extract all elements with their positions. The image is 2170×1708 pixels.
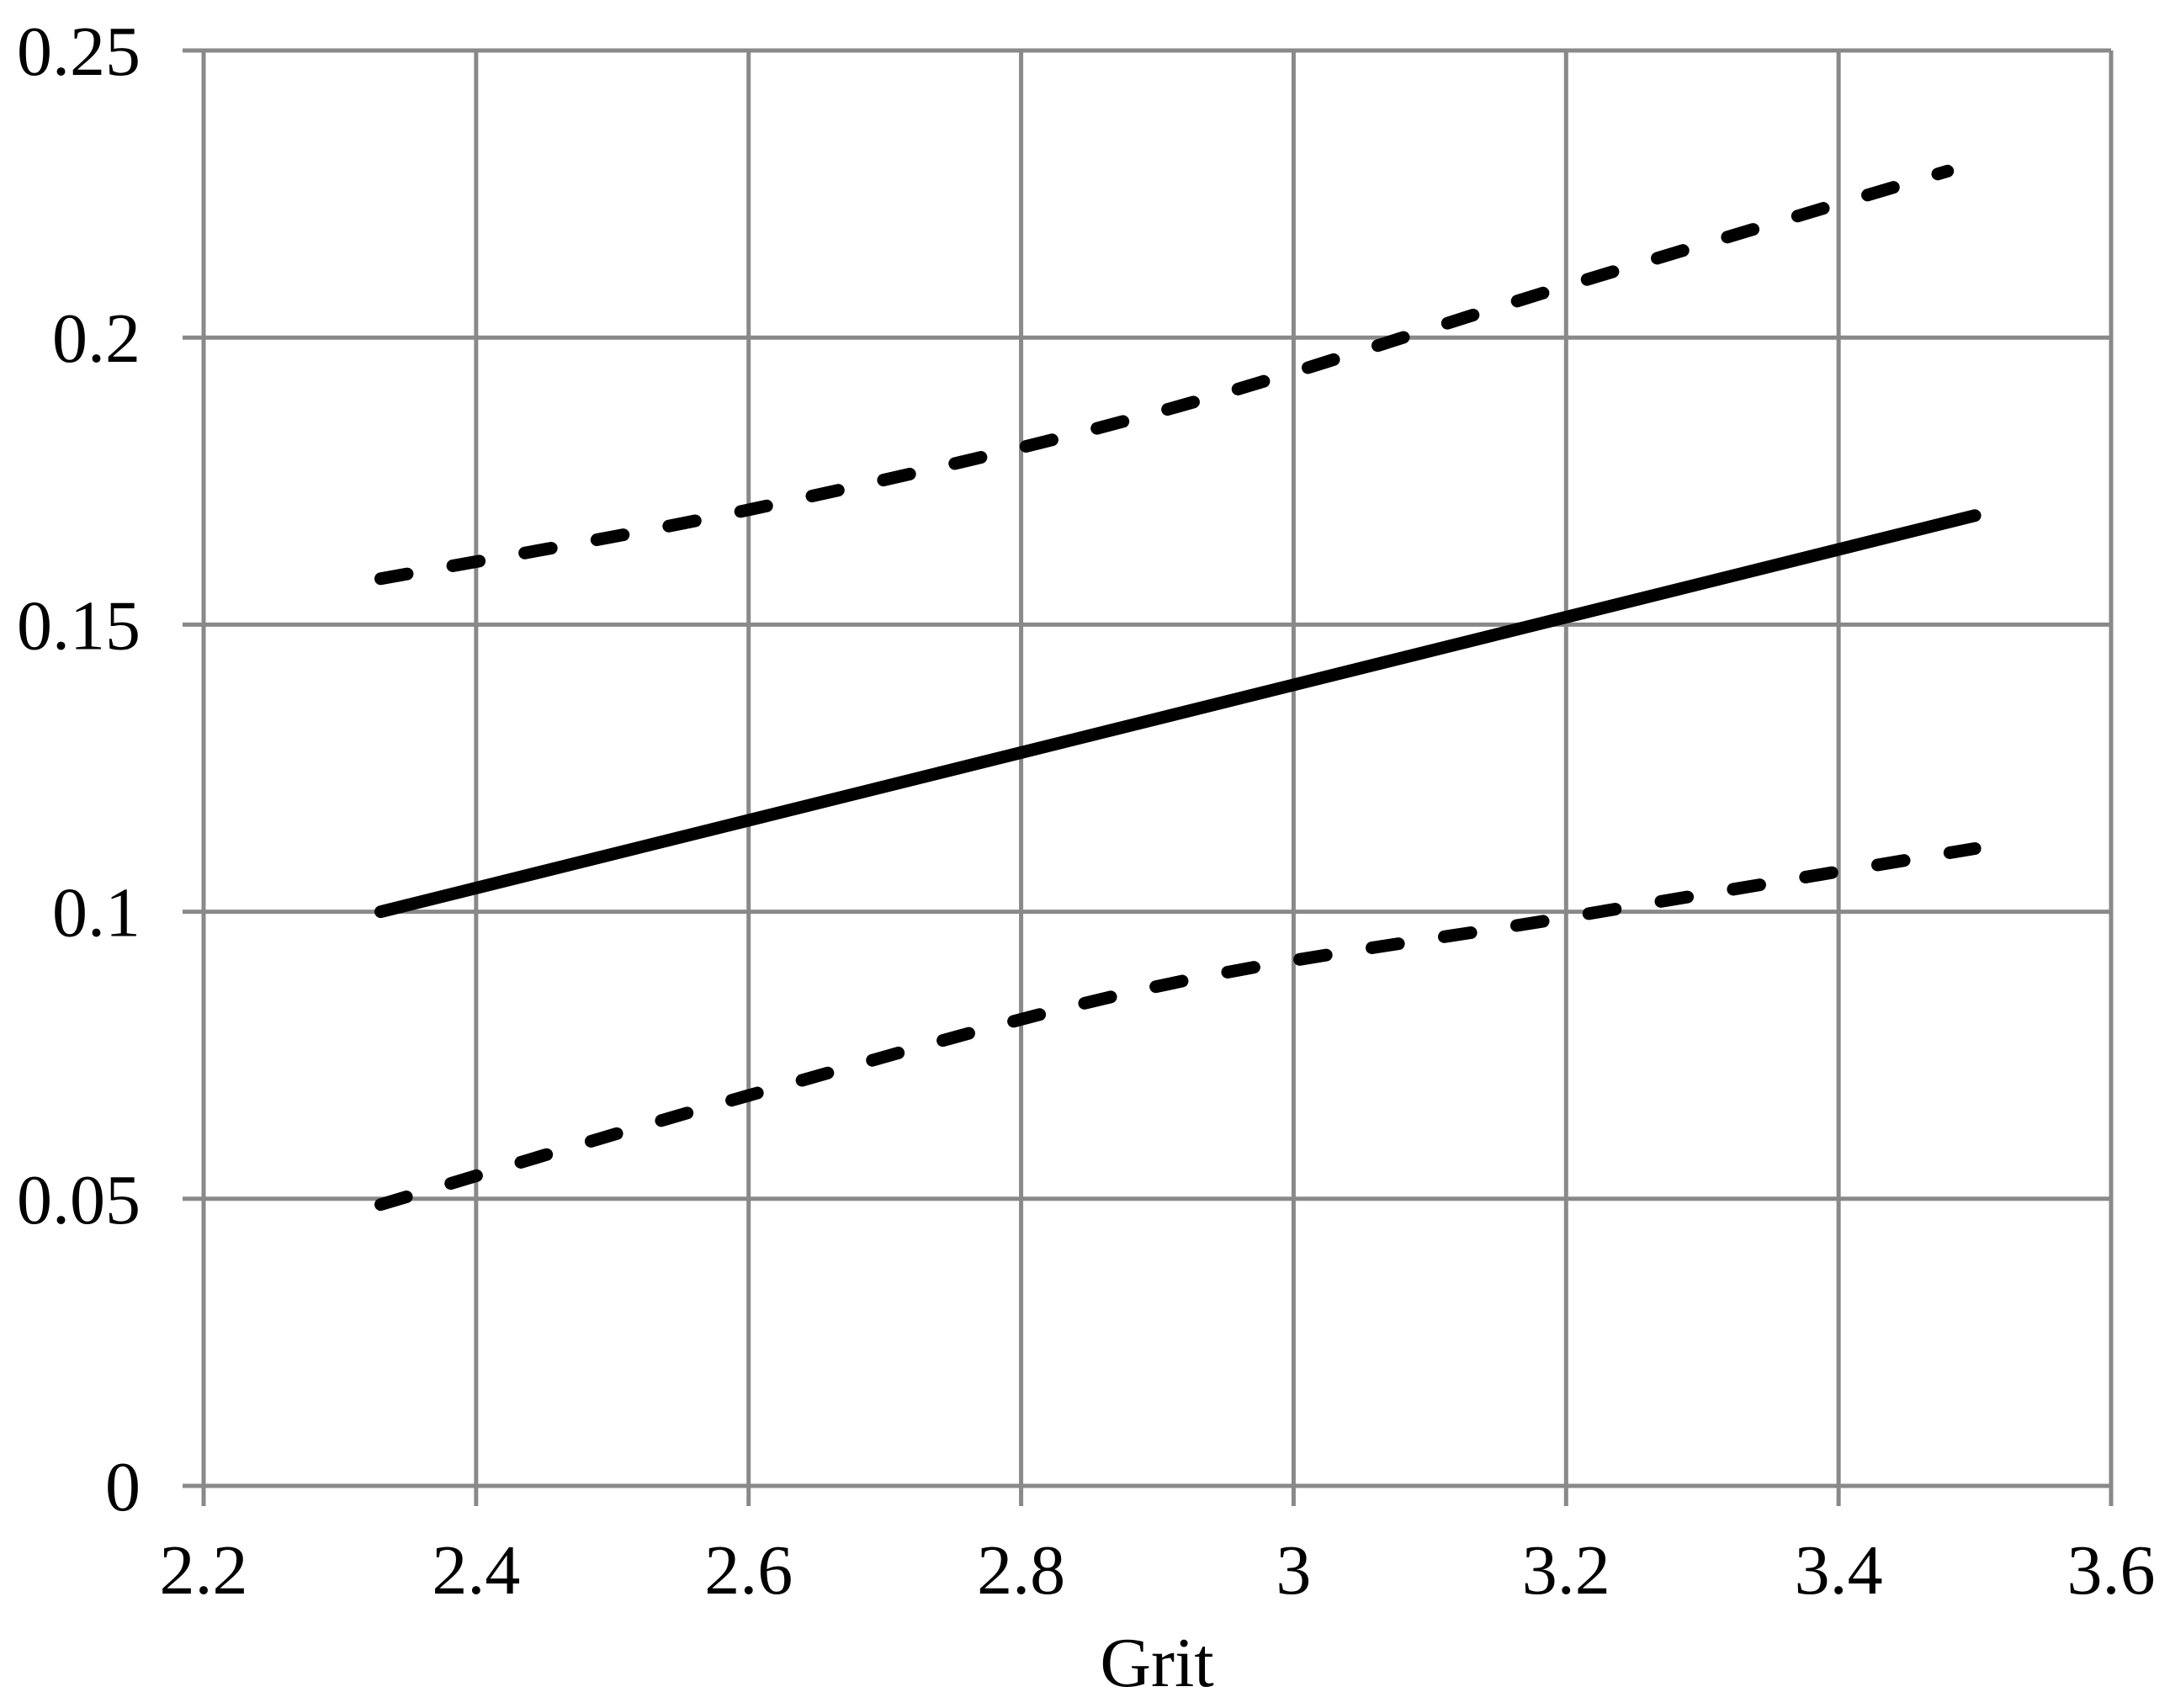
x-axis-title: Grit — [1100, 1624, 1213, 1702]
y-tick-label: 0.1 — [52, 874, 141, 952]
x-tick-label: 3.6 — [2067, 1531, 2156, 1610]
x-tick-label: 3.4 — [1795, 1531, 1883, 1610]
lower-dashed-band — [374, 842, 1982, 1212]
upper-dashed-band — [374, 164, 1955, 586]
fit-line — [374, 509, 1982, 919]
y-tick-label: 0.25 — [17, 13, 141, 91]
x-tick-label: 2.2 — [160, 1531, 248, 1610]
gridlines — [183, 48, 2114, 1506]
x-tick-label: 2.6 — [704, 1531, 793, 1610]
x-tick-label: 3 — [1276, 1531, 1311, 1610]
series-lines — [374, 164, 1982, 1212]
x-tick-label: 3.2 — [1522, 1531, 1610, 1610]
y-tick-label: 0 — [105, 1448, 141, 1526]
y-tick-label: 0.15 — [17, 586, 141, 665]
tick-labels: 0 0.05 0.1 0.15 0.2 0.25 2.2 2.4 2.6 2.8 3 3.2 3.4 3.… — [17, 13, 2156, 1610]
x-tick-label: 2.8 — [977, 1531, 1065, 1610]
x-tick-label: 2.4 — [432, 1531, 520, 1610]
y-tick-label: 0.2 — [52, 300, 141, 378]
y-tick-label: 0.05 — [17, 1161, 141, 1239]
